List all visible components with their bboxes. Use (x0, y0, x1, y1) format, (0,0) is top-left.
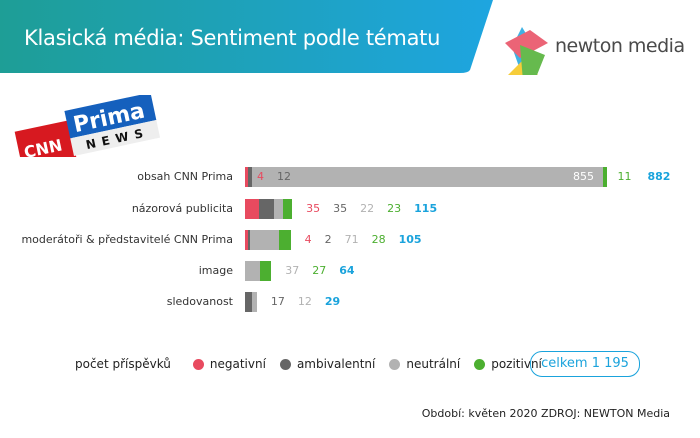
category-label: obsah CNN Prima (137, 170, 233, 183)
header-banner (0, 0, 548, 75)
svg-text:CNN: CNN (22, 135, 64, 157)
newton-media-logo-icon (505, 27, 548, 75)
value-label-ambivalent: 17 (270, 295, 285, 308)
value-label-positive: 23 (387, 202, 402, 215)
bar-ambivalent (259, 199, 274, 219)
bar-positive (282, 199, 293, 219)
value-label-neutral: 71 (344, 233, 359, 246)
bar-neutral (252, 167, 603, 187)
bar-positive (260, 261, 272, 281)
legend: počet příspěvků negativní ambivalentní n… (75, 357, 542, 371)
legend-dot-negative (192, 358, 204, 370)
value-label-total: 105 (398, 233, 422, 246)
value-label-positive: 27 (312, 264, 327, 277)
page-title: Klasická média: Sentiment podle tématu (24, 26, 441, 50)
bar-neutral (251, 292, 257, 312)
value-label-neutral: 37 (285, 264, 300, 277)
value-label-ambivalent: 2 (324, 233, 332, 246)
legend-title: počet příspěvků (75, 357, 171, 371)
value-label-total: 882 (647, 170, 671, 183)
legend-positive: pozitivní (491, 357, 542, 371)
value-label-total: 64 (339, 264, 355, 277)
legend-negative: negativní (209, 357, 266, 371)
bar-neutral (273, 199, 283, 219)
legend-dot-positive (474, 358, 486, 370)
bar-ambivalent (247, 230, 250, 250)
value-label-total: 115 (414, 202, 438, 215)
bar-positive (602, 167, 608, 187)
value-label-positive: 11 (617, 170, 632, 183)
cnn-prima-news-logo: CNN Prima NEWS (14, 95, 160, 157)
category-label: moderátoři & představitelé CNN Prima (21, 233, 233, 246)
value-label-ambivalent: 12 (277, 170, 291, 183)
bar-ambivalent (247, 167, 253, 187)
brand-name: newton media (555, 35, 685, 57)
bar-neutral (250, 230, 280, 250)
value-label-ambivalent: 35 (333, 202, 348, 215)
total-badge: celkem 1 195 (530, 351, 640, 377)
value-label-total: 29 (324, 295, 341, 308)
value-label-neutral: 855 (572, 170, 594, 183)
category-label: sledovanost (166, 295, 233, 308)
category-label: image (198, 264, 233, 277)
source-note: Období: květen 2020 ZDROJ: NEWTON Media (421, 407, 670, 420)
value-label-negative: 35 (306, 202, 321, 215)
bar-neutral (245, 261, 261, 281)
bar-ambivalent (245, 292, 252, 312)
value-label-negative: 4 (257, 170, 264, 183)
legend-dot-ambivalent (279, 358, 291, 370)
bar-negative (245, 167, 248, 187)
legend-neutral: neutrální (406, 357, 461, 371)
bar-negative (245, 230, 248, 250)
value-label-negative: 4 (304, 233, 312, 246)
value-label-positive: 28 (371, 233, 386, 246)
bar-positive (279, 230, 291, 250)
value-label-neutral: 12 (297, 295, 312, 308)
value-label-neutral: 22 (360, 202, 375, 215)
category-label: názorová publicita (131, 202, 233, 215)
bar-negative (245, 199, 260, 219)
legend-ambivalent: ambivalentní (296, 357, 376, 371)
legend-dot-neutral (389, 358, 401, 370)
